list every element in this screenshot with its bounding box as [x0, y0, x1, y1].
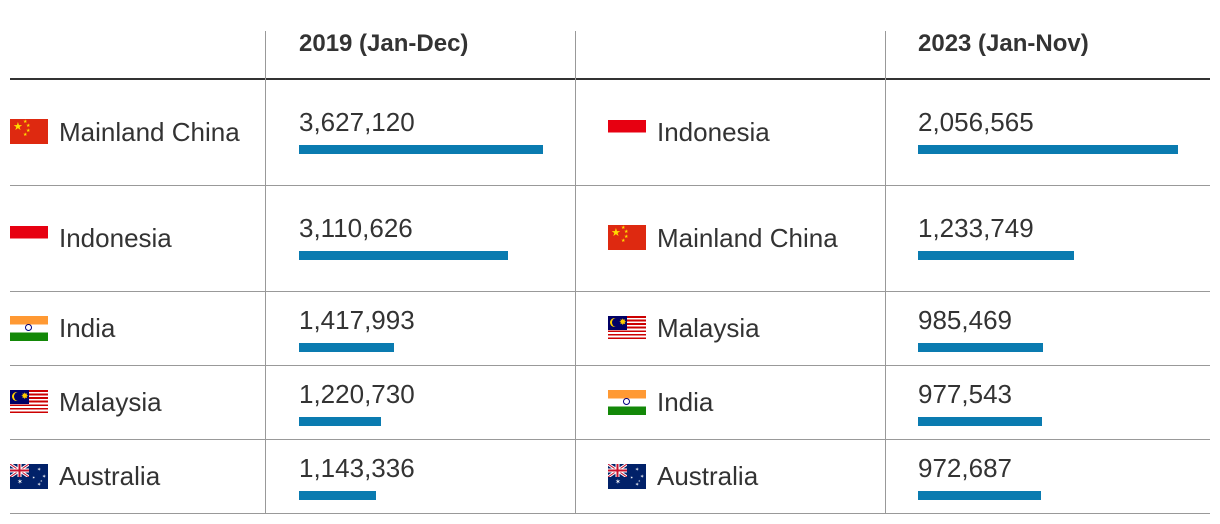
country-label-wrap: ✸ Malaysia	[10, 386, 162, 418]
country-name: Indonesia	[59, 223, 172, 253]
country-cell: Indonesia	[608, 79, 868, 185]
china-flag-icon: ★ ★ ★ ★ ★	[10, 119, 48, 144]
indonesia-flag-icon	[608, 119, 646, 145]
column-header-2019: 2019 (Jan-Dec)	[299, 30, 469, 57]
data-bar	[299, 491, 376, 500]
country-name: Mainland China	[657, 223, 838, 253]
china-flag-icon: ★ ★ ★ ★ ★	[608, 225, 646, 250]
country-name: Malaysia	[59, 387, 162, 417]
data-label: 2,056,565	[918, 107, 1034, 137]
country-name: Mainland China	[59, 117, 240, 147]
row-divider	[10, 513, 1210, 514]
data-label: 977,543	[918, 379, 1012, 409]
australia-flag-icon: ✶ ✶ ✶ ✶ ✶ ✶	[608, 463, 646, 489]
data-bar	[299, 145, 543, 154]
malaysia-flag-icon: ✸	[608, 315, 646, 341]
country-label-wrap: India	[10, 312, 115, 344]
arrivals-table: 2019 (Jan-Dec) 2023 (Jan-Nov) ★ ★ ★ ★ ★ Mainl…	[10, 0, 1210, 524]
row-divider	[10, 291, 1210, 292]
country-label-wrap: ✶ ✶ ✶ ✶ ✶ ✶ Australia	[608, 460, 758, 492]
country-name: Australia	[59, 461, 161, 491]
country-cell: Indonesia	[10, 185, 250, 291]
data-bar	[918, 145, 1178, 154]
australia-flag-icon: ✶ ✶ ✶ ✶ ✶ ✶	[10, 463, 48, 489]
row-divider	[10, 365, 1210, 366]
row-divider	[10, 185, 1210, 186]
country-label-wrap: ✶ ✶ ✶ ✶ ✶ ✶ Australia	[10, 460, 160, 492]
data-bar	[918, 491, 1041, 500]
country-cell: ✸ Malaysia	[608, 291, 868, 365]
data-bar	[918, 417, 1042, 426]
data-label: 972,687	[918, 453, 1012, 483]
data-bar	[918, 251, 1074, 260]
country-name: Australia	[657, 461, 759, 491]
column-divider	[265, 31, 266, 513]
india-flag-icon	[608, 389, 646, 415]
header-rule	[10, 78, 1210, 80]
country-name: Indonesia	[657, 117, 770, 147]
country-cell: India	[608, 365, 868, 439]
country-cell: ✶ ✶ ✶ ✶ ✶ ✶ Australia	[608, 439, 868, 513]
country-cell: India	[10, 291, 250, 365]
country-name: Malaysia	[657, 313, 760, 343]
data-label: 985,469	[918, 305, 1012, 335]
indonesia-flag-icon	[10, 225, 48, 251]
data-bar	[299, 343, 394, 352]
country-label-wrap: India	[608, 386, 713, 418]
column-divider	[885, 31, 886, 513]
india-flag-icon	[10, 315, 48, 341]
country-label-wrap: ★ ★ ★ ★ ★ Mainland China	[608, 222, 838, 254]
country-cell: ★ ★ ★ ★ ★ Mainland China	[10, 79, 250, 185]
data-bar	[299, 251, 508, 260]
country-cell: ✶ ✶ ✶ ✶ ✶ ✶ Australia	[10, 439, 250, 513]
column-header-2023: 2023 (Jan-Nov)	[918, 30, 1089, 57]
malaysia-flag-icon: ✸	[10, 389, 48, 415]
data-label: 1,417,993	[299, 305, 415, 335]
data-bar	[299, 417, 381, 426]
data-label: 1,233,749	[918, 213, 1034, 243]
country-label-wrap: ✸ Malaysia	[608, 312, 760, 344]
country-label-wrap: Indonesia	[10, 222, 172, 254]
column-divider	[575, 31, 576, 513]
row-divider	[10, 439, 1210, 440]
data-label: 3,627,120	[299, 107, 415, 137]
country-label-wrap: ★ ★ ★ ★ ★ Mainland China	[10, 116, 240, 148]
data-label: 1,143,336	[299, 453, 415, 483]
country-name: India	[59, 313, 116, 343]
country-name: India	[657, 387, 714, 417]
data-label: 3,110,626	[299, 213, 413, 243]
data-bar	[918, 343, 1043, 352]
country-cell: ★ ★ ★ ★ ★ Mainland China	[608, 185, 868, 291]
country-label-wrap: Indonesia	[608, 116, 770, 148]
country-cell: ✸ Malaysia	[10, 365, 250, 439]
data-label: 1,220,730	[299, 379, 415, 409]
